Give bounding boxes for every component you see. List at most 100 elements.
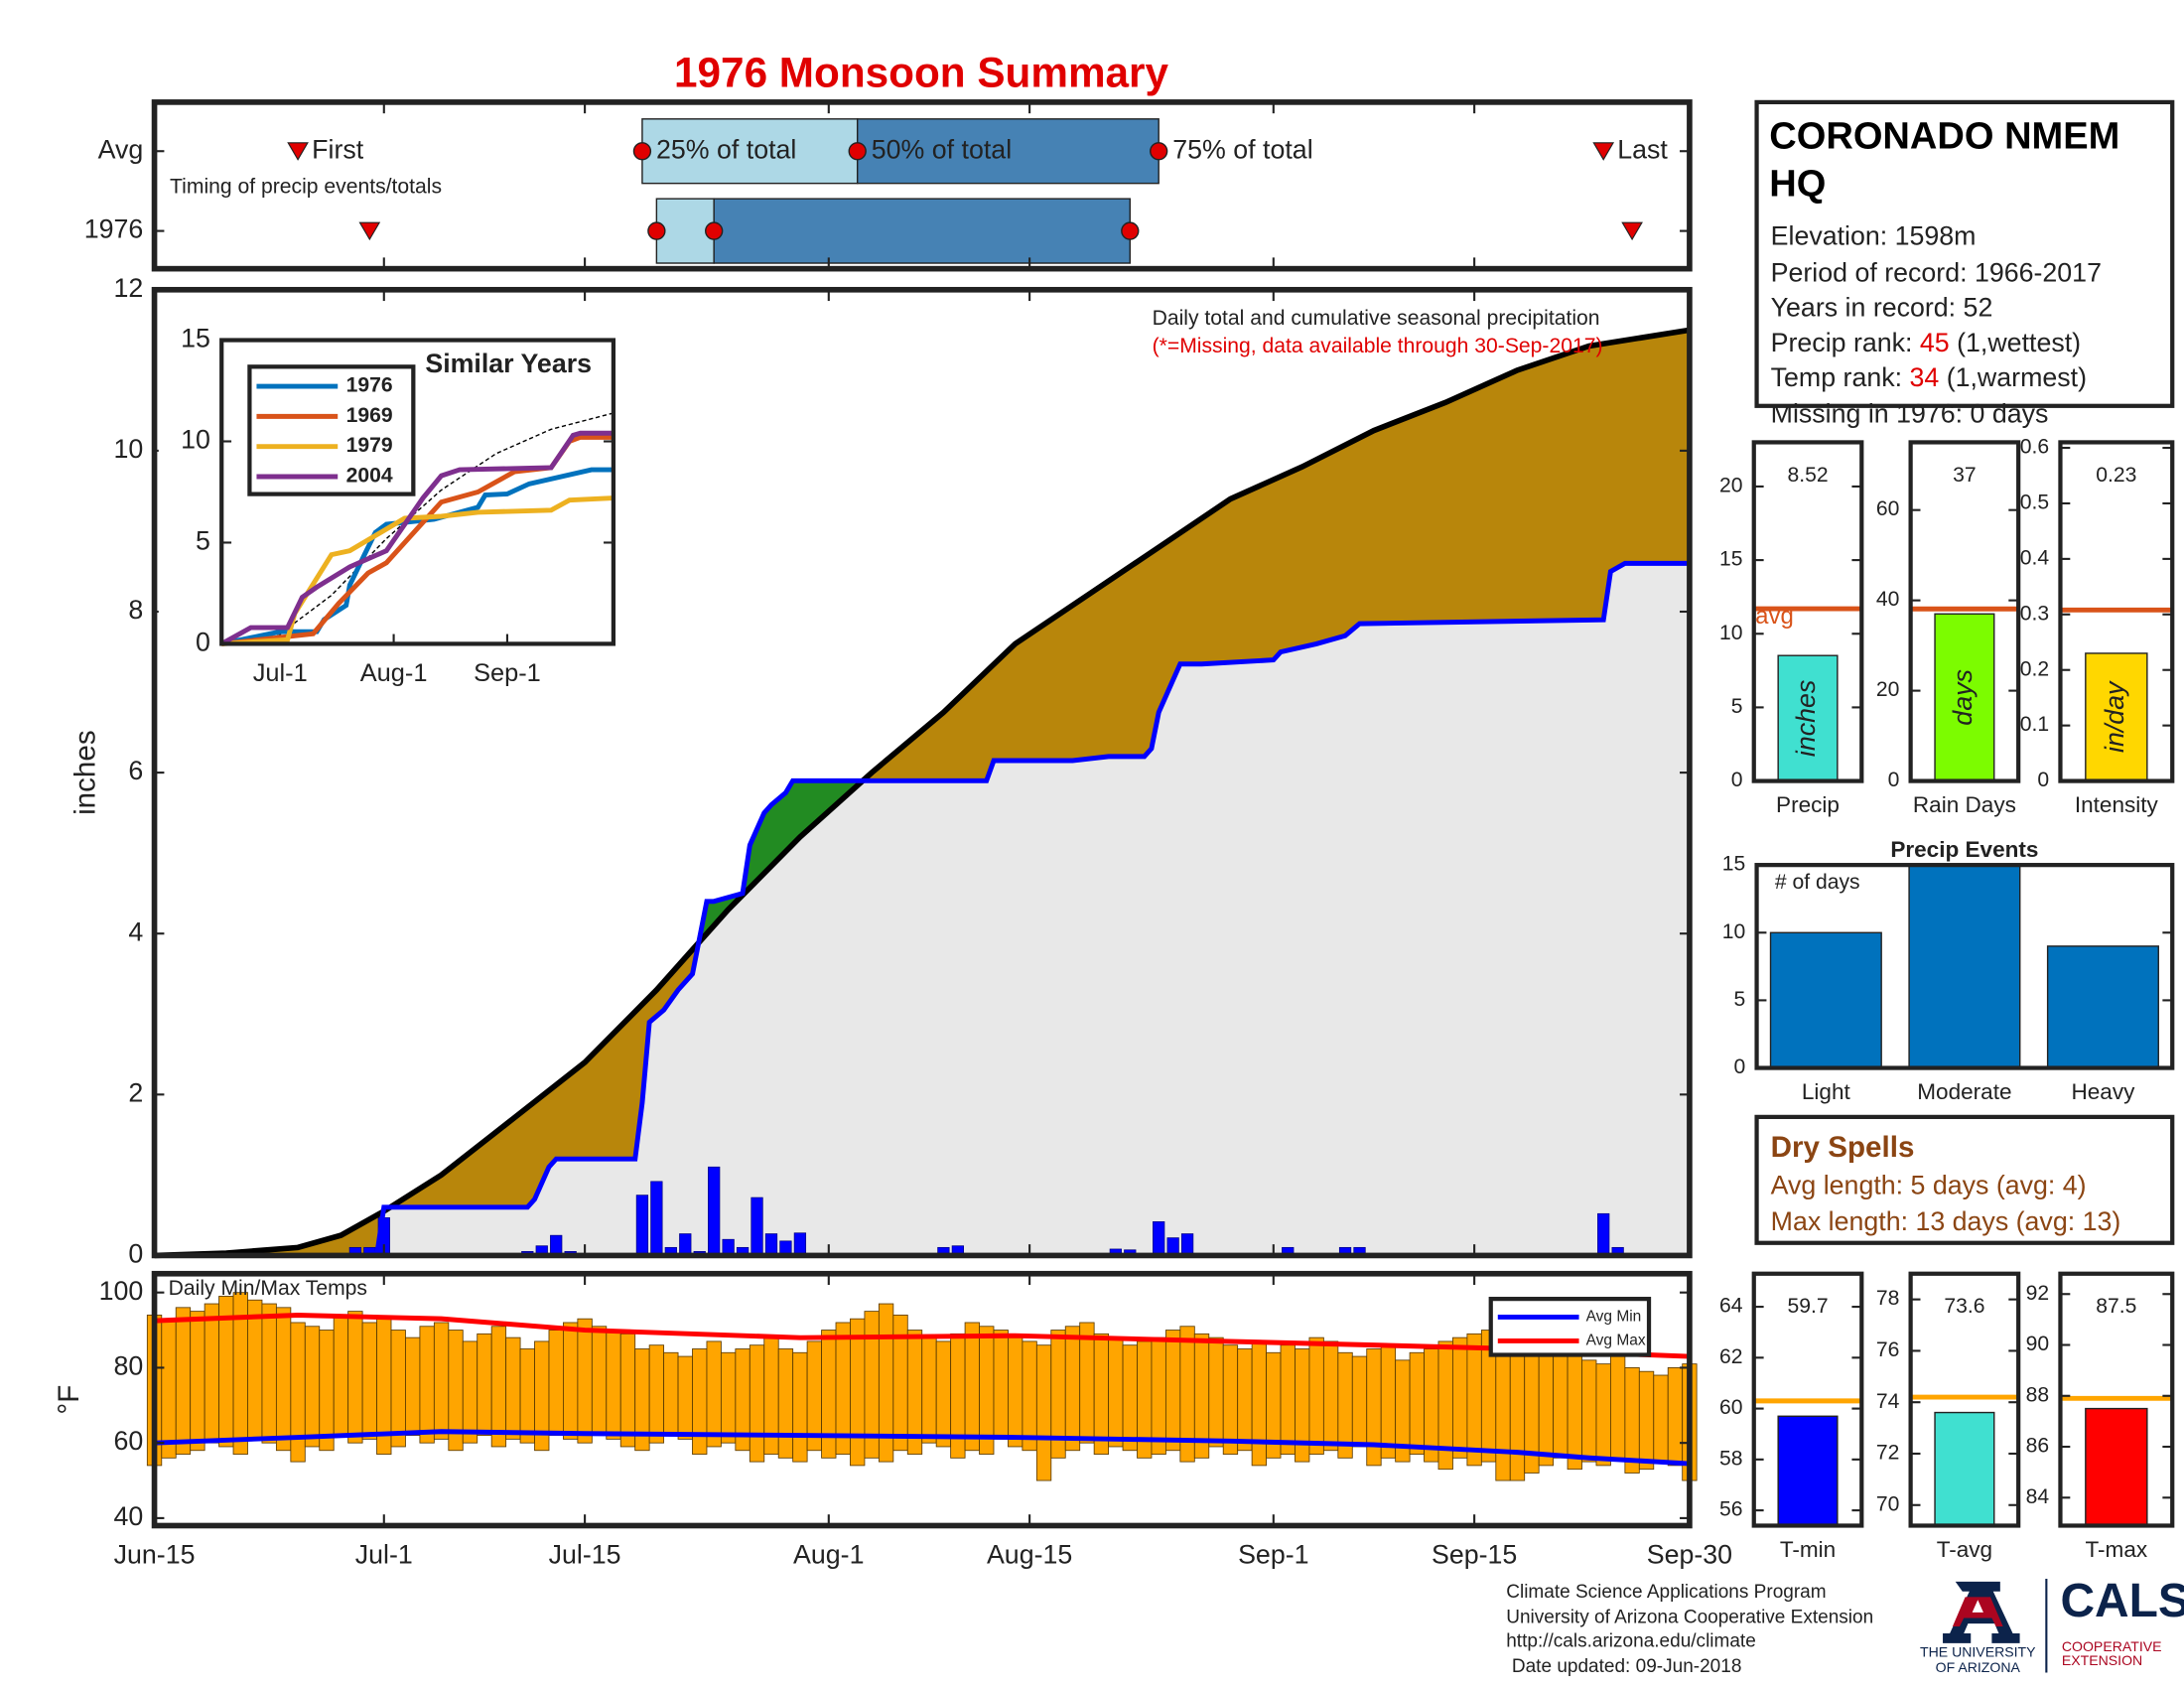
precip-rank: Precip rank: 45 (1,wettest)	[1771, 328, 2081, 357]
temp-range-bar	[347, 1311, 363, 1444]
y-tick-label: 64	[1719, 1295, 1743, 1318]
axes-frame	[219, 338, 616, 646]
temp-range-bar	[1308, 1336, 1324, 1455]
legend-label: 1976	[346, 374, 393, 397]
legend-label: Avg Min	[1586, 1309, 1642, 1326]
university-logo	[1943, 1581, 2020, 1643]
temp-range-bar	[190, 1311, 205, 1452]
event-label: First	[312, 134, 364, 164]
temp-range-bar	[777, 1348, 794, 1459]
timing-bar-late	[713, 198, 1131, 264]
y-tick-label: 10	[1719, 622, 1743, 644]
quantile-marker	[705, 221, 724, 240]
event-marker	[287, 142, 309, 161]
temp-range-bar	[290, 1322, 306, 1463]
dry-spells-line: Max length: 13 days (avg: 13)	[1771, 1206, 2121, 1236]
temp-range-bar	[175, 1307, 192, 1455]
temp-range-bar	[1653, 1374, 1669, 1463]
y-tick-label: 8	[128, 595, 143, 625]
temp-range-bar	[1380, 1344, 1397, 1459]
temp-range-bar	[361, 1322, 377, 1440]
event-marker	[1592, 142, 1615, 161]
value-label: 87.5	[2096, 1295, 2136, 1318]
temp-range-bar	[921, 1336, 937, 1444]
temp-range-bar	[333, 1314, 349, 1437]
bar	[2085, 652, 2148, 782]
bar	[2085, 1407, 2148, 1527]
temp-range-bar	[275, 1307, 292, 1452]
daily-precip-bar	[679, 1233, 692, 1256]
temp-range-bar	[1638, 1370, 1655, 1471]
event-marker	[358, 221, 381, 241]
daily-precip-bar	[751, 1196, 763, 1256]
timing-bar-early	[655, 198, 715, 264]
annotation: Daily total and cumulative seasonal prec…	[1153, 307, 1600, 330]
precip-rank-value: 45	[1920, 328, 1950, 357]
daily-precip-bar	[764, 1233, 778, 1256]
temp-range-bar	[519, 1348, 535, 1444]
quantile-label: 50% of total	[872, 134, 1012, 164]
temp-range-bar	[606, 1330, 621, 1440]
average-temp-line	[154, 1429, 1691, 1467]
y-tick-label: 0	[128, 1239, 143, 1269]
y-tick-label: 74	[1876, 1390, 1900, 1413]
daily-precip-bar	[1597, 1212, 1610, 1256]
y-tick-label: 86	[2026, 1435, 2050, 1458]
temp-range-bar	[1466, 1333, 1482, 1467]
x-tick-label: Jun-15	[114, 1540, 196, 1570]
y-tick-label: 0.1	[2020, 713, 2049, 736]
temp-rank-note: (1,warmest)	[1947, 362, 2087, 392]
y-tick-label: 78	[1876, 1287, 1899, 1310]
y-tick-label: 0.6	[2020, 436, 2049, 459]
y-tick-label: 6	[128, 756, 143, 785]
dry-spells-box	[1754, 1114, 2175, 1245]
legend-label: 2004	[346, 465, 393, 488]
temp-range-bar	[563, 1322, 579, 1440]
temp-range-bar	[1035, 1344, 1052, 1481]
temp-range-bar	[1237, 1348, 1253, 1452]
temp-range-bar	[1064, 1326, 1081, 1452]
y-tick-label: 58	[1719, 1447, 1743, 1470]
temp-range-bar	[706, 1340, 722, 1448]
value-label: 37	[1953, 464, 1977, 487]
x-tick-label: Sep-1	[1238, 1540, 1308, 1570]
y-tick-label: 100	[99, 1276, 144, 1306]
precip-rank-label: Precip rank:	[1771, 328, 1913, 357]
dry-spells-line: Avg length: 5 days (avg: 4)	[1771, 1170, 2087, 1199]
y-tick-label: 15	[181, 324, 210, 353]
x-tick-label: Aug-1	[793, 1540, 864, 1570]
temp-range-bar	[1609, 1351, 1626, 1459]
x-tick-label: Aug-1	[360, 659, 428, 687]
temp-range-bar	[619, 1333, 636, 1448]
temp-range-bar	[405, 1336, 421, 1437]
temp-range-bar	[1351, 1355, 1368, 1448]
axes-frame	[1751, 440, 1864, 783]
temp-range-bar	[319, 1330, 335, 1452]
precip-rank-note: (1,wettest)	[1957, 328, 2081, 357]
quantile-marker	[1121, 221, 1140, 240]
x-axis-label: T-min	[1780, 1537, 1836, 1562]
temp-range-bar	[1409, 1351, 1425, 1455]
x-tick-label: Heavy	[2071, 1079, 2135, 1104]
y-tick-label: 20	[1719, 475, 1743, 497]
y-tick-label: 60	[1719, 1396, 1743, 1419]
station-name: CORONADO NMEM HQ	[1769, 114, 2120, 205]
temp-range-bar	[677, 1355, 693, 1440]
temp-rank-label: Temp rank:	[1771, 362, 1902, 392]
temp-range-bar	[1251, 1340, 1267, 1467]
daily-precip-bar	[635, 1195, 649, 1256]
temp-range-bar	[720, 1351, 737, 1444]
y-tick-label: 2	[128, 1077, 143, 1107]
footer-line: Date updated: 09-Jun-2018	[1512, 1656, 1742, 1677]
bar	[1934, 1411, 1995, 1527]
temp-range-bar	[1108, 1336, 1124, 1448]
legend-label: Avg Max	[1586, 1333, 1646, 1349]
temp-rank-value: 34	[1909, 362, 1939, 392]
temp-rank: Temp rank: 34 (1,warmest)	[1771, 362, 2087, 392]
dry-spells-title: Dry Spells	[1771, 1131, 1915, 1164]
footer-line: University of Arizona Cooperative Extens…	[1506, 1608, 1873, 1628]
x-tick-label: Jul-1	[355, 1540, 413, 1570]
temp-range-bar	[261, 1303, 277, 1444]
y-tick-label: 76	[1876, 1338, 1899, 1361]
y-tick-label: 40	[113, 1501, 143, 1531]
